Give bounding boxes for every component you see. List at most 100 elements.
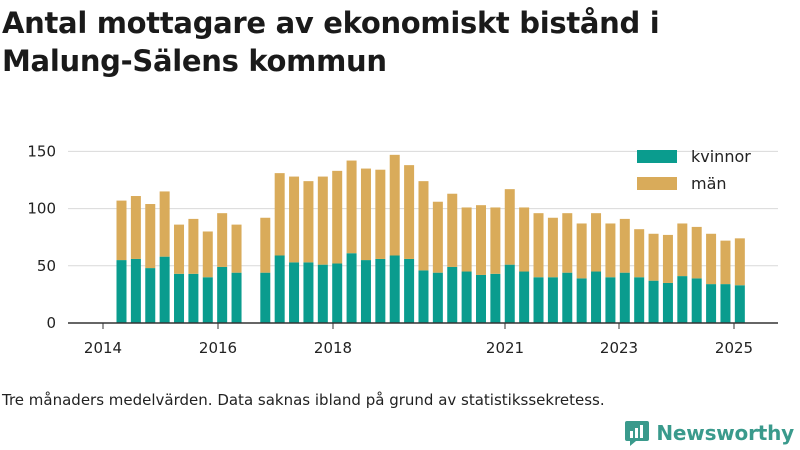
newsworthy-logo-icon [625,421,650,446]
bar-kvinnor [634,277,645,323]
bar-man [461,207,472,272]
bar-man [202,231,213,278]
bar-kvinnor [174,273,185,323]
bar-kvinnor [720,284,731,323]
y-tick-label: 0 [46,314,56,332]
bar-man [519,207,530,272]
bar-man [605,223,616,278]
bar-kvinnor [303,262,314,323]
x-tick-label: 2016 [199,339,237,357]
bar-kvinnor [519,271,530,323]
bar-man [360,168,371,261]
bar-man [145,204,156,269]
bar-kvinnor [432,272,443,323]
bar-kvinnor [476,274,486,323]
bar-man [648,233,659,281]
bar-man [591,213,602,272]
bar-man [332,170,343,264]
bar-kvinnor [547,277,558,323]
bar-man [490,207,501,274]
bar-kvinnor [332,263,343,323]
bar-kvinnor [605,277,616,323]
bar-man [547,217,558,278]
bar-kvinnor [691,278,702,323]
bar-kvinnor [188,273,199,323]
bar-kvinnor [360,260,371,323]
bar-man [691,226,702,279]
bar-man [734,238,745,286]
bar-man [389,154,400,256]
bar-kvinnor [375,258,386,323]
bar-kvinnor [562,272,573,323]
x-tick-label: 2018 [314,339,352,357]
bar-man [404,165,415,259]
bar-kvinnor [504,264,515,323]
bar-kvinnor [260,272,271,323]
bar-kvinnor [231,272,242,323]
bar-kvinnor [447,266,458,323]
x-axis: 2014 2016 2018 2021 2023 2025 [68,322,778,357]
bar-man [562,213,573,273]
bar-man [375,169,386,259]
bar-kvinnor [116,260,127,323]
bar-man [677,223,688,277]
legend-label: kvinnor [691,147,751,166]
bar-kvinnor [145,268,156,323]
bar-kvinnor [274,255,285,323]
bar-kvinnor [619,272,630,323]
bar-kvinnor [317,264,328,323]
bar-chart: 0 50 100 150 2014 2016 2018 2021 2023 2025 kvinn… [27,142,778,357]
legend-swatch [637,177,677,190]
bar-kvinnor [418,270,429,323]
bar-man [188,218,199,274]
brand-logo: Newsworthy [624,419,794,447]
bar-man [706,233,717,285]
y-tick-label: 150 [27,142,56,160]
x-tick-label: 2021 [486,339,524,357]
bar-kvinnor [130,258,141,323]
bar-man [303,181,314,263]
legend-swatch [637,150,677,163]
bar-man [476,205,486,275]
bar-kvinnor [591,271,602,323]
bar-man [504,189,515,265]
x-tick-label: 2023 [600,339,638,357]
bar-man [634,229,645,278]
bar-man [418,181,429,271]
bar-man [533,213,544,278]
bar-man [346,160,357,254]
bar-man [260,217,271,273]
bar-kvinnor [389,255,400,323]
bar-kvinnor [217,266,228,323]
bar-man [231,224,242,273]
bar-kvinnor [490,273,501,323]
bar-man [619,218,630,273]
bar-kvinnor [648,280,659,323]
bar-kvinnor [576,278,587,323]
bar-kvinnor [202,277,213,323]
bar-man [317,176,328,265]
bar-man [274,173,285,256]
bar-kvinnor [461,271,472,323]
bar-kvinnor [533,277,544,323]
bar-man [116,200,127,261]
bar-man [130,196,141,259]
bar-man [576,223,587,279]
bar-man [159,191,170,257]
bar-kvinnor [289,262,300,323]
bar-man [662,234,673,283]
bar-man [720,240,731,285]
bar-man [447,193,458,267]
brand-name: Newsworthy [656,421,794,445]
y-axis-labels: 0 50 100 150 [27,142,56,332]
bars [116,154,745,323]
legend: kvinnor män [637,147,751,193]
bar-man [174,224,185,274]
bar-man [217,213,228,267]
y-tick-label: 50 [37,257,56,275]
x-tick-label: 2025 [715,339,753,357]
y-tick-label: 100 [27,200,56,218]
bar-kvinnor [159,256,170,323]
footnote: Tre månaders medelvärden. Data saknas ib… [2,391,605,409]
bar-kvinnor [706,284,717,323]
